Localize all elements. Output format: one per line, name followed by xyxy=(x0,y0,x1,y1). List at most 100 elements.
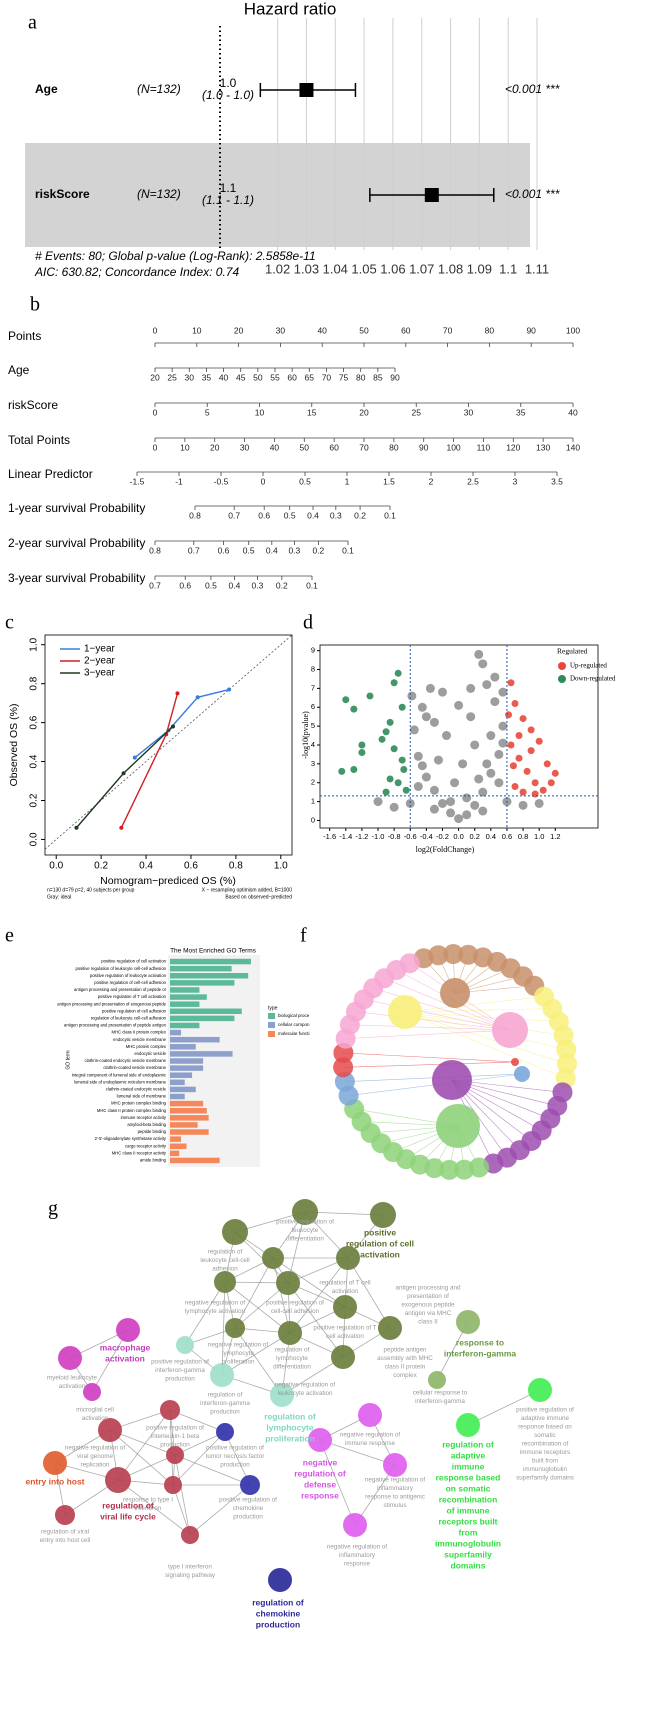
p-label: <0.001 *** xyxy=(505,82,560,96)
y-tick-label: endocytic vesicle membrane xyxy=(113,1037,167,1042)
node-label: regulation of xyxy=(442,1439,494,1449)
tick-label: -1.5 xyxy=(130,476,145,486)
x-tick-label: 1.04 xyxy=(323,261,348,276)
node-label: production xyxy=(165,1376,195,1383)
node-label: complex xyxy=(393,1372,417,1379)
point xyxy=(547,779,555,787)
node-label: macrophage xyxy=(100,1342,151,1352)
point xyxy=(450,778,460,788)
panel-label: d xyxy=(303,612,313,634)
tick-label: 120 xyxy=(506,442,520,452)
network-node xyxy=(456,1413,480,1437)
ci-label: (1.0 - 1.0) xyxy=(202,88,254,102)
row-name: riskScore xyxy=(35,187,90,201)
node-label: proliferation xyxy=(222,1359,255,1366)
point xyxy=(494,749,504,759)
point xyxy=(350,766,358,774)
network-node xyxy=(166,1446,184,1464)
bar xyxy=(170,1044,196,1050)
point xyxy=(482,759,492,769)
hub-node xyxy=(492,1012,528,1048)
y-tick-label: 5 xyxy=(311,721,315,730)
y-tick-label: 1 xyxy=(311,797,315,806)
node-label: regulation of xyxy=(294,1468,346,1478)
network-edge xyxy=(272,1257,291,1334)
network-edge xyxy=(174,1454,251,1486)
network-edge xyxy=(172,1431,226,1486)
network-node xyxy=(240,1475,260,1495)
tick-label: 0.4 xyxy=(229,580,241,590)
node-label: receptors built xyxy=(438,1516,497,1526)
row-name: Linear Predictor xyxy=(8,467,93,481)
tick-label: 40 xyxy=(270,442,280,452)
row-name: 2-year survival Probability xyxy=(8,536,145,550)
x-tick-label: 0.8 xyxy=(229,861,243,872)
point xyxy=(429,785,439,795)
point xyxy=(509,762,517,770)
tick-label: 50 xyxy=(253,372,263,382)
bar xyxy=(170,1107,207,1114)
network-node xyxy=(262,1247,284,1269)
node-label: signaling pathway xyxy=(165,1572,216,1579)
y-tick-label: MHC class II protein complex binding xyxy=(97,1108,167,1113)
row-name: Total Points xyxy=(8,433,70,447)
y-axis-label: -log10(pvalue) xyxy=(301,711,310,759)
y-tick-label: positive regulation of cell activation xyxy=(101,959,166,964)
y-tick-label: positive regulation of cell-cell adhesio… xyxy=(94,980,166,985)
tick-label: 20 xyxy=(210,442,220,452)
footnote: AIC: 630.82; Concordance Index: 0.74 xyxy=(34,265,239,279)
legend-swatch xyxy=(558,675,566,683)
node-label: replication xyxy=(81,1462,110,1469)
network-edge xyxy=(272,1257,346,1308)
bar xyxy=(170,1058,204,1064)
node-label: positive regulation of xyxy=(146,1425,204,1432)
enrichment-map: positive regulation ofleukocytedifferent… xyxy=(25,1199,574,1629)
y-tick-label: cargo receptor activity xyxy=(125,1143,167,1148)
node-label: response to type I xyxy=(123,1497,173,1504)
node-label: domains xyxy=(451,1560,486,1570)
point xyxy=(478,787,488,797)
bar xyxy=(170,1136,182,1142)
legend-label: molecular functi xyxy=(278,1031,310,1036)
node-label: positive regulation of xyxy=(151,1359,209,1366)
node-label: negative regulation of xyxy=(365,1477,425,1484)
tick-label: 30 xyxy=(185,372,195,382)
network-node xyxy=(308,1428,332,1452)
y-tick-label: endocytic vesicle xyxy=(134,1051,166,1056)
point xyxy=(398,703,406,711)
point xyxy=(458,759,468,769)
y-tick-label: MHC protein complex binding xyxy=(111,1101,167,1106)
tick-label: 5 xyxy=(205,407,210,417)
point xyxy=(490,697,500,707)
y-tick-label: 2 xyxy=(311,778,315,787)
y-tick-label: 0.6 xyxy=(29,715,40,729)
x-axis-label: Nomogram−prediced OS (%) xyxy=(100,875,236,887)
network-node xyxy=(439,1159,460,1180)
node-label: regulation of xyxy=(275,1347,310,1354)
node-label: adaptive xyxy=(451,1450,486,1460)
x-tick-label: -1.6 xyxy=(323,832,336,841)
hr-label: 1.0 xyxy=(220,76,237,90)
panel-label: a xyxy=(28,12,37,34)
point xyxy=(390,745,398,753)
point xyxy=(398,756,406,764)
hub-node xyxy=(388,995,422,1029)
bar xyxy=(170,1065,204,1071)
y-axis-label: Observed OS (%) xyxy=(8,704,20,787)
row-name: 1-year survival Probability xyxy=(8,501,145,515)
chart-title: The Most Enriched GO Terms xyxy=(170,948,257,955)
estimate-box xyxy=(424,188,439,202)
point xyxy=(539,786,547,794)
tick-label: -1 xyxy=(175,476,183,486)
node-label: class II xyxy=(418,1319,438,1326)
bar xyxy=(170,1079,185,1086)
tick-label: 0.6 xyxy=(179,580,191,590)
node-label: presentation of xyxy=(407,1293,449,1300)
point xyxy=(421,712,431,722)
network-node xyxy=(225,1318,245,1338)
x-tick-label: 1.0 xyxy=(274,861,288,872)
node-label: superfamily domains xyxy=(516,1475,574,1482)
y-tick-label: 9 xyxy=(311,646,315,655)
panel-label: e xyxy=(5,925,14,947)
point xyxy=(446,797,456,807)
